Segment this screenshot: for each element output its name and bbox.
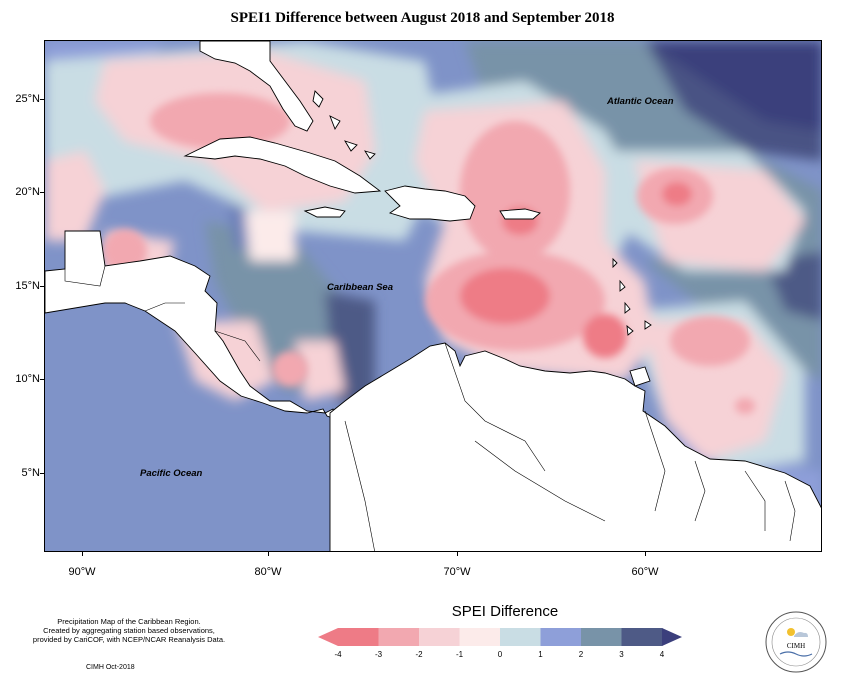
lat-tick-mark	[40, 379, 44, 380]
lon-label-70w: 70°W	[443, 566, 471, 578]
lat-tick-mark	[40, 473, 44, 474]
legend-swatch	[621, 628, 663, 646]
legend-tick-label: -1	[455, 650, 464, 659]
lat-label-20n: 20°N	[15, 186, 40, 198]
lon-tick-mark	[645, 552, 646, 556]
lat-label-15n: 15°N	[15, 280, 40, 292]
legend-swatch	[540, 628, 582, 646]
land-jamaica	[303, 206, 346, 218]
legend-arrow-low	[318, 628, 338, 646]
footer-line-1: Precipitation Map of the Caribbean Regio…	[57, 617, 201, 626]
legend-swatch	[581, 628, 622, 646]
footer-line-2: Created by aggregating station based obs…	[43, 626, 215, 635]
footer-credit: CIMH Oct-2018	[86, 664, 135, 671]
legend-tick-label: -2	[415, 650, 423, 659]
legend-swatch	[338, 628, 379, 646]
lat-label-5n: 5°N	[21, 467, 40, 479]
lat-tick-mark	[40, 99, 44, 100]
land-puerto-rico	[499, 208, 541, 220]
legend-title: SPEI Difference	[451, 603, 559, 620]
lat-label-25n: 25°N	[15, 93, 40, 105]
legend-swatch	[459, 628, 501, 646]
country-borders	[64, 265, 796, 551]
legend-swatch	[500, 628, 541, 646]
atlantic-ocean-label: Atlantic Ocean	[606, 96, 674, 107]
lat-tick-mark	[40, 286, 44, 287]
land-central-america	[45, 230, 336, 420]
lon-label-80w: 80°W	[254, 566, 282, 578]
land-florida	[199, 41, 314, 132]
wave-icon	[779, 651, 813, 657]
legend-segments	[318, 628, 682, 646]
footer-line-3: provided by CariCOF, with NCEP/NCAR Rean…	[32, 635, 226, 644]
lat-tick-mark	[40, 192, 44, 193]
legend-tick-label: 3	[619, 650, 624, 659]
lon-label-90w: 90°W	[68, 566, 96, 578]
land-outlines	[45, 41, 821, 551]
lat-label-10n: 10°N	[15, 373, 40, 385]
legend-arrow-high	[662, 628, 682, 646]
land-cuba	[183, 136, 382, 194]
cimh-logo: CIMH	[765, 611, 827, 673]
land-trinidad	[629, 366, 651, 387]
pacific-ocean-label: Pacific Ocean	[140, 468, 203, 479]
legend-swatch	[378, 628, 420, 646]
footer-description: Precipitation Map of the Caribbean Regio…	[14, 617, 244, 644]
legend-tick-label: 2	[578, 650, 584, 659]
logo-text: CIMH	[787, 642, 805, 650]
cloud-icon	[794, 632, 808, 637]
lon-label-60w: 60°W	[631, 566, 659, 578]
land-south-america	[329, 342, 821, 551]
legend-tick-label: 1	[538, 650, 543, 659]
land-lesser-antilles	[612, 257, 652, 336]
lon-tick-mark	[82, 552, 83, 556]
lon-tick-mark	[268, 552, 269, 556]
legend-colorbar	[318, 628, 682, 646]
land-bahamas	[312, 90, 376, 160]
spei-map: Atlantic Ocean Caribbean Sea Pacific Oce…	[45, 41, 821, 551]
lon-tick-mark	[457, 552, 458, 556]
land-hispaniola	[384, 185, 476, 222]
sun-icon	[787, 628, 795, 636]
legend-tick-label: -4	[334, 650, 342, 659]
legend-swatch	[419, 628, 460, 646]
map-panel[interactable]: Atlantic Ocean Caribbean Sea Pacific Oce…	[44, 40, 822, 552]
legend-tick-label: -3	[374, 650, 383, 659]
map-title: SPEI1 Difference between August 2018 and…	[230, 10, 615, 26]
caribbean-sea-label: Caribbean Sea	[327, 282, 393, 293]
legend-tick-label: 4	[659, 650, 665, 659]
legend-tick-label: 0	[497, 650, 503, 659]
